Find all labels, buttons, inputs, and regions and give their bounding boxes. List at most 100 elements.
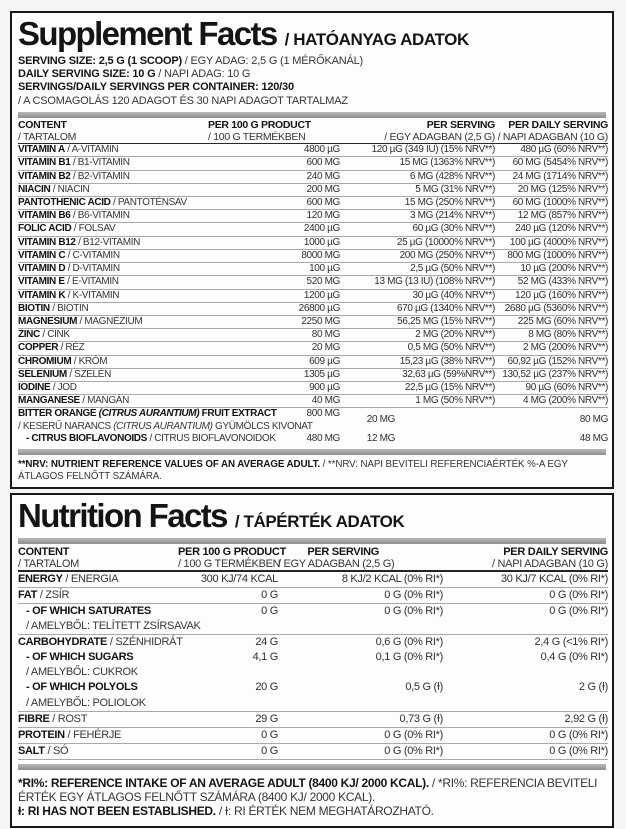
column-header-hu: / EGY ADAGBAN (2,5 G)	[278, 557, 395, 570]
value-per-daily-serving: 20 MG (125% NRV**)	[495, 183, 608, 198]
ri-established-footnote-en: Ɨ: RI HAS NOT BEEN ESTABLISHED.	[18, 804, 216, 819]
supplement-title-row: Supplement Facts / HATÓANYAG ADATOK	[18, 16, 606, 52]
nutrient-name-en: MAGNESIUM	[18, 315, 78, 327]
nutrient-name: VITAMIN B12 / B12-VITAMIN	[18, 236, 208, 250]
supplement-col-header-per-serving: PER SERVING / EGY ADAGBAN (2,5 G)	[340, 120, 495, 145]
supplement-row-folic-acid: FOLIC ACID / FOLSAV 2400 µG 60 µG (30% NRV…	[18, 222, 608, 237]
nutrient-name-hu: / MANGÁN	[79, 395, 129, 407]
nutrition-row-of-which-polyols: - OF WHICH POLYOLS / AMELYBŐL: POLIOLOK 20…	[18, 680, 608, 712]
nutrient-name-en: VITAMIN B1	[18, 157, 71, 169]
value-per-daily-serving: 24 MG (1714% NRV**)	[495, 170, 608, 184]
column-header-hu: / TARTALOM	[18, 130, 77, 143]
value-per-daily-serving: 10 µG (200% NRV**)	[495, 262, 608, 277]
column-header-hu: / NAPI ADAGBAN (10 G)	[492, 557, 608, 570]
value-per-serving: 12 MG	[366, 432, 396, 444]
supplement-header-row: CONTENT / TARTALOM PER 100 G PRODUCT/ 100 …	[18, 119, 609, 145]
value-per-100g: 300 KJ/74 KCAL	[178, 570, 278, 588]
nutrient-name: VITAMIN B2 / B2-VITAMIN	[18, 170, 208, 184]
value-per-daily-serving: 8 MG (80% NRV**)	[495, 328, 608, 343]
nutrient-name: BITTER ORANGE (CITRUS AURANTIUM) FRUIT E…	[18, 408, 313, 433]
value-per-daily-serving: 0 G (0% RI*)	[443, 587, 608, 604]
value-per-daily-serving: 0,4 G (0% RI*)	[540, 651, 609, 664]
nutrient-name-hu: / AMELYBŐL: TELÍTETT ZSÍRSAVAK	[26, 620, 201, 633]
nutrient-name-hu: / SZÉNHIDRÁT	[107, 636, 183, 649]
ri-established-footnote-hu: / Ɨ: RI ÉRTÉK NEM MEGHATÁROZHATÓ.	[215, 804, 434, 819]
nutrition-row-energy: ENERGY / ENERGIA 300 KJ/74 KCAL 8 KJ/2 KCA…	[18, 570, 608, 588]
nutrition-title-hungarian: / TÁPÉRTÉK ADATOK	[234, 512, 405, 532]
value-per-daily-serving: 0 G (0% RI*)	[443, 743, 608, 760]
nutrient-name-en: IODINE	[18, 381, 51, 393]
column-header-hu: / TARTALOM	[18, 557, 79, 570]
nutrient-name-hu: / MAGNÉZIUM	[77, 315, 143, 327]
nutrient-name-hu: / PANTOTÉNSAV	[110, 197, 187, 209]
nutrient-name: ENERGY / ENERGIA	[18, 570, 178, 588]
nutrient-name-hu: / C-VITAMIN	[65, 249, 120, 261]
value-per-daily-serving: 2,92 G (Ɨ)	[443, 711, 608, 728]
value-per-100g: 120 MG	[208, 209, 340, 224]
value-per-100g: 600 MG	[208, 156, 340, 171]
nutrition-title: Nutrition Facts	[18, 497, 228, 535]
nutrition-facts-panel: Nutrition Facts / TÁPÉRTÉK ADATOK CONTEN…	[10, 493, 614, 828]
column-header-en: CONTENT	[18, 119, 67, 132]
supplement-row-vitamin-b6: VITAMIN B6 / B6-VITAMIN 120 MG 3 MG (214% …	[18, 209, 608, 224]
nutrition-col-header-per-100-g-product: PER 100 G PRODUCT/ 100 G TERMÉKBEN	[178, 545, 286, 572]
value-per-serving: 0,73 G (Ɨ)	[278, 711, 443, 728]
value-per-100g: 609 µG	[208, 355, 340, 369]
nrv-footnote: **NRV: NUTRIENT REFERENCE VALUES OF AN A…	[18, 459, 606, 482]
value-per-daily-serving: 60,92 µG (152% NRV**)	[495, 355, 608, 369]
nutrient-name-en: VITAMIN B12	[18, 236, 76, 248]
value-per-serving: 0,6 G (0% RI*)	[375, 636, 444, 649]
nutrient-name: CHROMIUM / KRÓM	[18, 355, 208, 369]
ri-footnote: *RI%: REFERENCE INTAKE OF AN AVERAGE ADU…	[18, 776, 606, 819]
nutrition-table-body: ENERGY / ENERGIA 300 KJ/74 KCAL 8 KJ/2 KCA…	[18, 570, 609, 760]
separator-bar	[18, 448, 606, 455]
nutrient-name-en: NIACIN	[18, 183, 51, 195]
value-per-serving: 0 G (0% RI*)	[278, 603, 443, 636]
value-per-100g: 24 G	[255, 636, 278, 649]
value-per-100g: 2250 MG	[208, 315, 340, 330]
nutrient-name-hu: / RÉZ	[58, 342, 85, 354]
value-per-daily-serving: 2 G (Ɨ)	[443, 680, 608, 712]
nrv-footnote-en: **NRV: NUTRIENT REFERENCE VALUES OF AN A…	[18, 458, 321, 470]
nutrient-name-hu: / B1-VITAMIN	[70, 157, 130, 169]
nutrient-name-hu: / D-VITAMIN	[65, 263, 120, 275]
value-per-serving: 0 G (0% RI*)	[278, 743, 443, 760]
supplement-row-magnesium: MAGNESIUM / MAGNÉZIUM 2250 MG 56,25 MG (15…	[18, 315, 608, 330]
nutrition-row-fibre: FIBRE / ROST 29 G 0,73 G (Ɨ) 2,92 G (Ɨ)	[18, 711, 608, 728]
column-header-en: PER 100 G PRODUCT	[208, 119, 311, 132]
nutrient-name-en: VITAMIN D	[18, 263, 66, 275]
supplement-table-header: CONTENT / TARTALOM PER 100 G PRODUCT/ 100 …	[18, 119, 609, 145]
nutrient-name-en: VITAMIN B2	[18, 170, 71, 182]
nutrient-name-en: VITAMIN K	[18, 289, 66, 301]
column-header-hu: / NAPI ADAGBAN (10 G)	[497, 130, 609, 143]
value-per-100g: 4,1 G	[252, 651, 279, 664]
nutrient-name: PANTOTHENIC ACID / PANTOTÉNSAV	[18, 196, 208, 211]
nutrient-name: - OF WHICH POLYOLS / AMELYBŐL: POLIOLOK	[18, 680, 178, 712]
nutrient-name-hu: / ROST	[49, 712, 88, 725]
value-per-serving: 200 MG (250% NRV**)	[340, 249, 495, 264]
nutrient-name-en: VITAMIN A	[18, 144, 65, 156]
value-per-serving: 15,23 µG (38% NRV**)	[340, 355, 495, 369]
supplement-row-citrus-bioflavonoids: - CITRUS BIOFLAVONOIDS / CITRUS BIOFLAVO…	[18, 433, 608, 445]
nutrient-name-en: CARBOHYDRATE	[18, 636, 108, 649]
nutrient-name-hu: / A-VITAMIN	[64, 144, 119, 156]
supplement-col-header-content: CONTENT / TARTALOM	[18, 119, 208, 145]
nutrient-name: PROTEIN / FEHÉRJE	[18, 727, 178, 744]
value-per-serving: 15 MG (250% NRV**)	[340, 196, 495, 211]
value-per-daily-serving: 225 MG (60% NRV**)	[495, 315, 608, 330]
value-per-100g: 8000 MG	[208, 249, 340, 264]
nutrient-name-hu: / B6-VITAMIN	[70, 210, 130, 222]
nutrient-name-hu: / ENERGIA	[62, 572, 119, 585]
nutrient-name-en: BIOTIN	[18, 302, 50, 314]
nutrient-name: - OF WHICH SUGARS / AMELYBŐL: CUKROK	[18, 650, 178, 680]
value-per-daily-serving: 240 µG (120% NRV**)	[495, 222, 608, 237]
serving-info-en: SERVINGS/DAILY SERVINGS PER CONTAINER: 1…	[18, 81, 294, 94]
supplement-row-vitamin-c: VITAMIN C / C-VITAMIN 8000 MG 200 MG (250%…	[18, 249, 608, 264]
nutrient-name-hu: / K-VITAMIN	[65, 289, 120, 301]
value-per-100g: 20 G	[178, 680, 278, 712]
nutrient-name: VITAMIN B1 / B1-VITAMIN	[18, 156, 208, 171]
column-header-hu: / 100 G TERMÉKBEN	[178, 557, 281, 570]
nutrient-name: SALT / SÓ	[18, 743, 178, 760]
